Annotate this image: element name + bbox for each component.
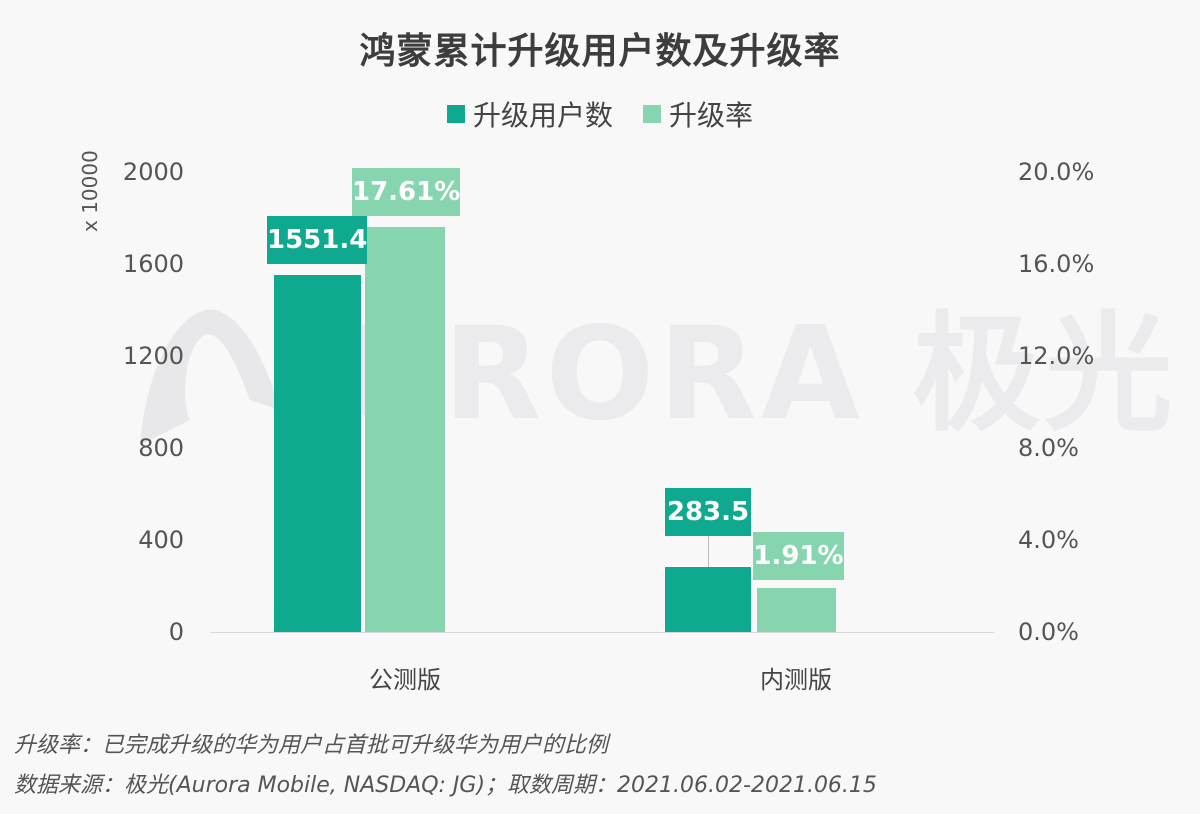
legend-label-rate: 升级率 (669, 99, 754, 132)
watermark: URORA 极光 (130, 300, 1173, 450)
legend-item-rate[interactable]: 升级率 (643, 94, 753, 134)
footnote-source: 数据来源：极光(Aurora Mobile, NASDAQ: JG)；取数周期：… (14, 773, 877, 798)
y-tick-left: 800 (138, 434, 184, 462)
y-tick-left: 1600 (122, 250, 184, 278)
legend: 升级用户数 升级率 (0, 94, 1200, 134)
x-axis-line (210, 632, 994, 633)
watermark-text: URORA 极光 (335, 300, 1177, 449)
data-label-users-public-beta: 1551.4 (267, 216, 367, 265)
legend-label-users: 升级用户数 (472, 99, 613, 132)
y-tick-right: 12.0% (1018, 342, 1095, 370)
y-tick-right: 0.0% (1018, 618, 1079, 646)
chart-title: 鸿蒙累计升级用户数及升级率 (359, 31, 841, 72)
y-tick-left: 1200 (122, 342, 184, 370)
data-label-rate-internal-beta: 1.91% (753, 532, 844, 581)
legend-swatch-rate-icon (643, 105, 661, 123)
y-axis-unit: x 10000 (78, 150, 102, 232)
data-label-users-internal-beta: 283.5 (665, 487, 751, 536)
bar-users-internal-beta[interactable] (665, 566, 751, 632)
legend-item-users[interactable]: 升级用户数 (446, 94, 613, 134)
y-tick-left: 0 (168, 618, 184, 646)
data-label-rate-public-beta: 17.61% (352, 167, 460, 216)
x-label-public-beta: 公测版 (369, 666, 441, 694)
leader-line (708, 535, 709, 567)
bar-users-public-beta[interactable] (274, 275, 361, 632)
legend-swatch-users-icon (446, 105, 465, 123)
y-tick-right: 20.0% (1018, 158, 1095, 186)
y-tick-right: 4.0% (1018, 526, 1079, 554)
y-tick-left: 400 (138, 526, 184, 554)
y-tick-right: 16.0% (1018, 250, 1095, 278)
bar-rate-public-beta[interactable] (365, 226, 445, 632)
bar-rate-internal-beta[interactable] (757, 588, 836, 632)
x-label-internal-beta: 内测版 (760, 666, 832, 694)
y-tick-left: 2000 (122, 158, 184, 186)
footnote-definition: 升级率：已完成升级的华为用户占首批可升级华为用户的比例 (14, 733, 609, 758)
y-tick-right: 8.0% (1018, 434, 1079, 462)
